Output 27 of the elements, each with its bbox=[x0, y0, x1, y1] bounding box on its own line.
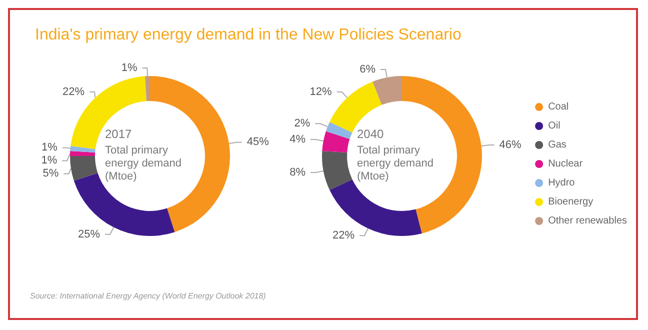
data-label: 4% bbox=[290, 134, 306, 146]
legend-label: Other renewables bbox=[548, 216, 628, 226]
data-label: 8% bbox=[290, 166, 306, 178]
data-label: 25% bbox=[78, 228, 100, 240]
data-label: 1% bbox=[41, 154, 58, 167]
source-note: Source: International Energy Agency (World Energy Outlook 2018) bbox=[30, 292, 266, 300]
text: Total primary energy demand (Mtoe) bbox=[357, 144, 436, 182]
data-label: 12% bbox=[310, 86, 332, 98]
data-label: 22% bbox=[332, 230, 355, 242]
legend-label: Bioenergy bbox=[548, 196, 594, 208]
slice-label: 2017 bbox=[105, 127, 132, 141]
data-label: 5% bbox=[42, 168, 59, 180]
data-label: 22% bbox=[62, 86, 85, 98]
data-label: 45% bbox=[246, 136, 270, 148]
legend-label: Gas bbox=[548, 140, 566, 150]
slice-label: 2040 bbox=[357, 127, 384, 141]
text: Total primary energy demand (Mtoe) bbox=[105, 144, 184, 182]
data-label: 6% bbox=[360, 64, 376, 76]
data-label: 46% bbox=[499, 138, 522, 151]
legend-label: Oil bbox=[548, 120, 560, 132]
legend-label: Hydro bbox=[548, 178, 576, 188]
chart-title: India's primary energy demand in the New Policies Scenario bbox=[35, 26, 462, 44]
legend-label: Nuclear bbox=[548, 158, 584, 170]
data-label: 2% bbox=[294, 118, 310, 130]
data-label: 1% bbox=[121, 62, 138, 74]
legend-label: Coal bbox=[548, 102, 569, 112]
data-label: 1% bbox=[41, 142, 58, 154]
